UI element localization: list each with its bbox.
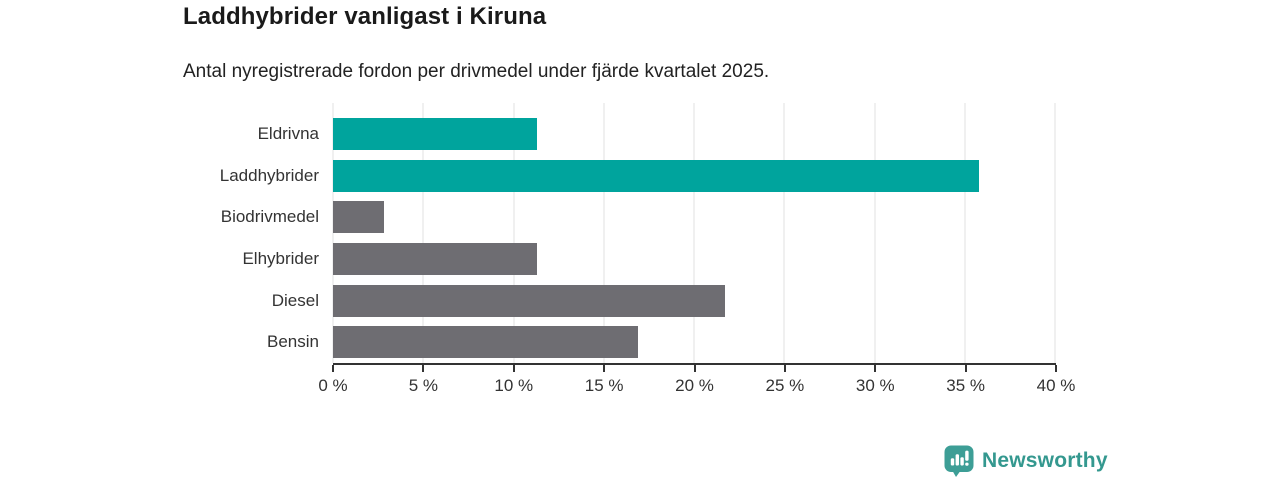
x-axis-tick <box>693 365 696 372</box>
x-axis-tick-label: 15 % <box>584 376 624 395</box>
x-axis-tick-label: 30 % <box>855 376 895 395</box>
x-axis-tick <box>964 365 967 372</box>
x-axis-tick <box>332 365 334 372</box>
chart-row: Biodrivmedel <box>183 196 1055 238</box>
newsworthy-logo: Newsworthy <box>944 445 1108 477</box>
chart-subtitle: Antal nyregistrerade fordon per drivmede… <box>183 61 770 82</box>
gridline-15 <box>603 103 605 363</box>
gridline-35 <box>964 103 966 363</box>
category-label: Diesel <box>271 290 319 310</box>
x-axis-tick <box>422 365 425 372</box>
chart-title: Laddhybrider vanligast i Kiruna <box>183 3 547 30</box>
bar-track <box>333 242 1055 275</box>
gridline-40 <box>1054 103 1056 363</box>
bar-track <box>333 201 1055 234</box>
category-label: Laddhybrider <box>219 165 319 185</box>
x-axis-tick <box>874 365 877 372</box>
newsworthy-wordmark: Newsworthy <box>982 449 1108 472</box>
bar-elhybrider <box>333 242 537 275</box>
bar-track <box>333 326 1055 359</box>
x-axis-tick <box>1055 365 1057 372</box>
chart-row: Diesel <box>183 280 1055 322</box>
x-axis: 0 % 5 % 10 % 15 % 20 % 25 % 30 % 35 % 40 % <box>318 363 1075 403</box>
category-label: Elhybrider <box>242 248 319 268</box>
category-label: Bensin <box>267 332 319 352</box>
bar-laddhybrider <box>333 159 980 192</box>
x-axis-tick <box>603 365 606 372</box>
bar-bensin <box>333 326 639 359</box>
bar-biodrivmedel <box>333 201 384 234</box>
x-axis-tick-label: 40 % <box>1036 376 1076 395</box>
bar-eldrivna <box>333 117 537 150</box>
bar-track <box>333 159 1055 192</box>
x-axis-tick-label: 5 % <box>408 376 439 395</box>
x-axis-tick-label: 0 % <box>318 376 348 395</box>
x-axis-tick-label: 20 % <box>675 376 714 395</box>
chart-row: Bensin <box>183 321 1055 363</box>
category-label: Eldrivna <box>257 123 319 143</box>
gridline-20 <box>693 103 695 363</box>
bar-track <box>333 117 1055 150</box>
gridline-30 <box>874 103 875 363</box>
newsworthy-badge-bar-chart-icon <box>944 445 974 477</box>
horizontal-bar-chart: Eldrivna Laddhybrider Biodrivmedel Elhybrid… <box>183 103 1075 403</box>
gridline-25 <box>783 103 785 363</box>
gridline-5 <box>422 103 424 363</box>
x-axis-tick-label: 25 % <box>765 376 805 395</box>
x-axis-tick-label: 10 % <box>494 376 534 395</box>
bar-track <box>333 284 1055 317</box>
plot-area: Eldrivna Laddhybrider Biodrivmedel Elhybrid… <box>183 103 1056 363</box>
category-label: Biodrivmedel <box>220 207 319 227</box>
x-axis-tick <box>783 365 786 372</box>
bar-rows: Eldrivna Laddhybrider Biodrivmedel Elhybrid… <box>183 113 1055 363</box>
x-axis-tick-label: 35 % <box>946 376 985 395</box>
x-axis-tick <box>512 365 515 372</box>
chart-row: Elhybrider <box>183 238 1055 280</box>
bar-diesel <box>333 284 725 317</box>
chart-row: Laddhybrider <box>183 155 1055 197</box>
gridline-10 <box>513 103 514 363</box>
chart-row: Eldrivna <box>183 113 1055 155</box>
